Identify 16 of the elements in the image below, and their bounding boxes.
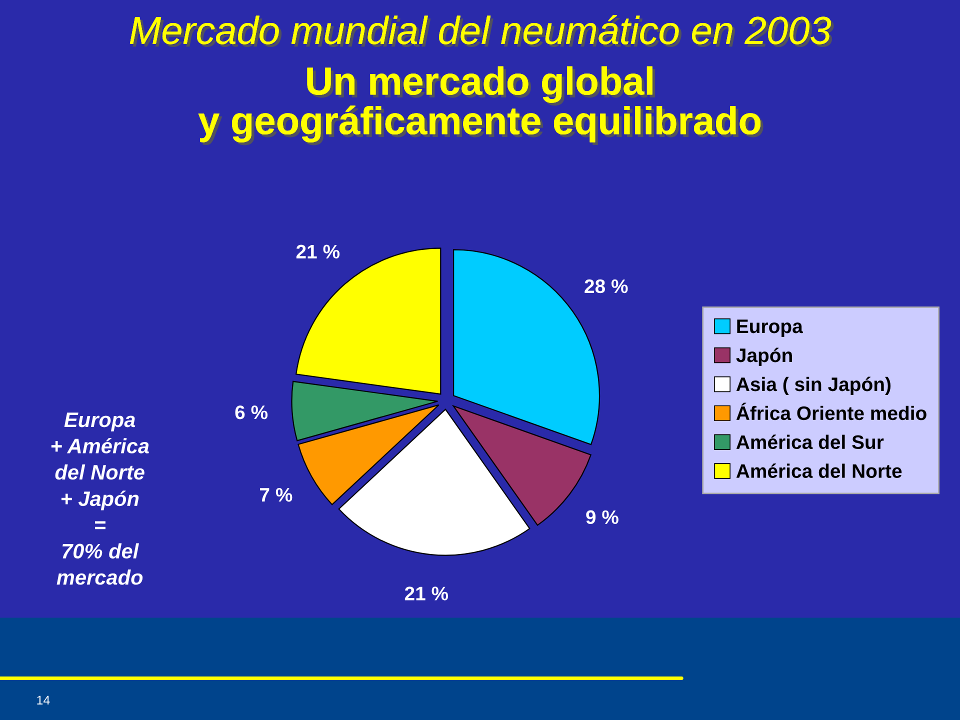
data-label: 21 %: [296, 244, 340, 258]
legend-label: África Oriente medio: [736, 402, 926, 420]
chart-title: Mercado mundial del neumático en 2003: [130, 15, 834, 48]
legend-label: Japón: [736, 348, 792, 366]
data-label: 6 %: [235, 405, 268, 420]
text: Europa + América del Norte + Japón = 70% del mercado: [51, 412, 149, 585]
legend-label: Asia ( sin Japón): [736, 376, 891, 396]
text: 14: [37, 696, 50, 704]
data-label: 21 %: [404, 586, 448, 600]
legend-label: Europa: [737, 320, 804, 338]
chart-subtitle: Un mercado global y geográficamente equilibrado: [198, 66, 764, 146]
data-label: 28 %: [584, 279, 628, 294]
legend-label: América del Sur: [736, 434, 884, 450]
legend-label: América del Norte: [736, 464, 902, 478]
data-label: 9 %: [586, 510, 618, 524]
data-label: 7 %: [260, 488, 292, 502]
